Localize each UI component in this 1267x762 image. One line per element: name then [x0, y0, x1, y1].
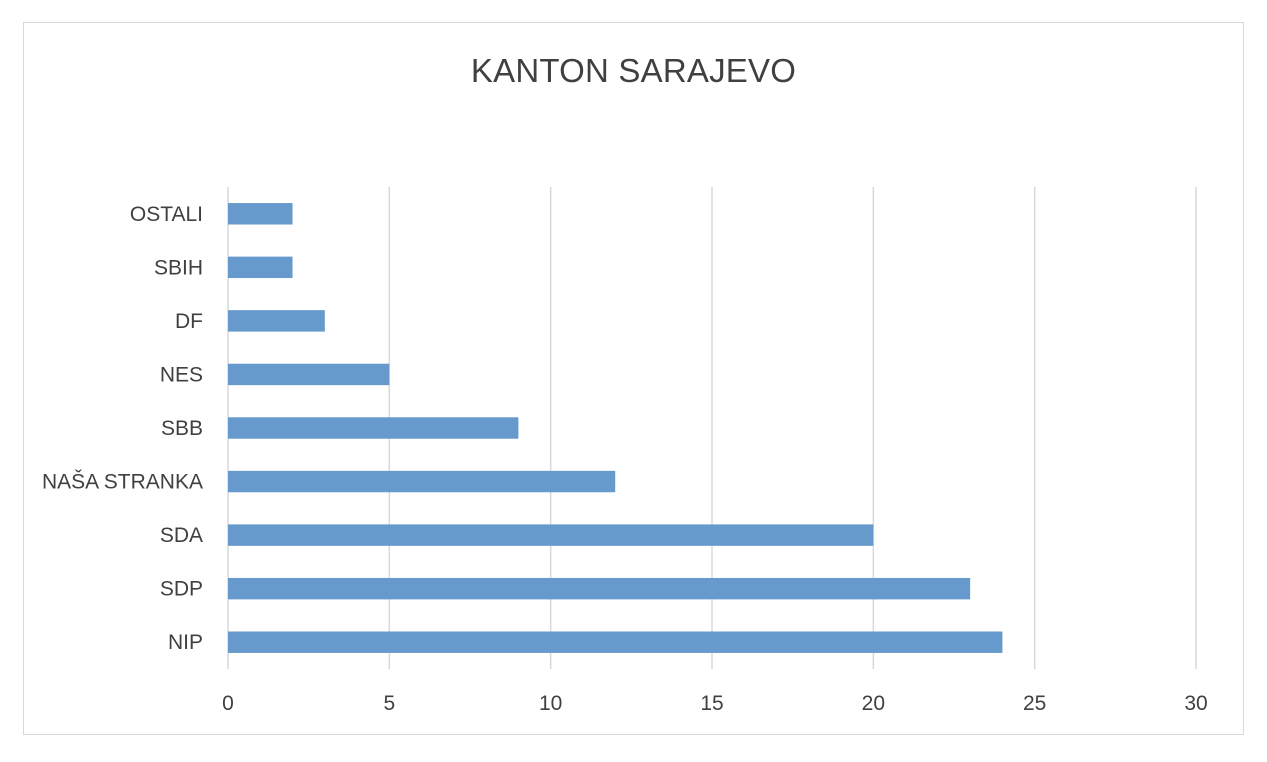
bar [228, 524, 874, 546]
x-tick-label: 0 [222, 692, 234, 715]
category-label: SDA [160, 524, 203, 547]
bar [228, 417, 519, 439]
category-label: NIP [168, 631, 203, 654]
category-label: OSTALI [130, 203, 203, 226]
category-label: DF [175, 310, 203, 333]
bar [228, 631, 1003, 653]
x-tick-label: 15 [700, 692, 723, 715]
category-label: SBB [161, 417, 203, 440]
x-axis-tick-labels: 0 5 10 15 20 25 30 [222, 692, 1208, 715]
chart-frame [23, 22, 1244, 735]
category-label: NES [160, 363, 203, 386]
bar [228, 363, 390, 386]
category-label: SDP [160, 578, 203, 601]
category-label: SBIH [154, 256, 203, 279]
bar [228, 577, 971, 600]
x-tick-label: 20 [862, 692, 885, 715]
chart-title: KANTON SARAJEVO [470, 52, 797, 89]
y-axis-category-labels: NIP SDP SDA NAŠA STRANKA SBB NES DF SBIH OSTALI [42, 203, 203, 654]
x-tick-label: 25 [1023, 692, 1046, 715]
bar [228, 256, 293, 279]
bars [228, 203, 1003, 653]
category-label: NAŠA STRANKA [42, 471, 203, 494]
x-tick-label: 5 [383, 692, 395, 715]
x-tick-label: 30 [1184, 692, 1207, 715]
bar [228, 203, 293, 225]
x-tick-label: 10 [539, 692, 562, 715]
bar [228, 310, 325, 332]
bar [228, 470, 616, 493]
